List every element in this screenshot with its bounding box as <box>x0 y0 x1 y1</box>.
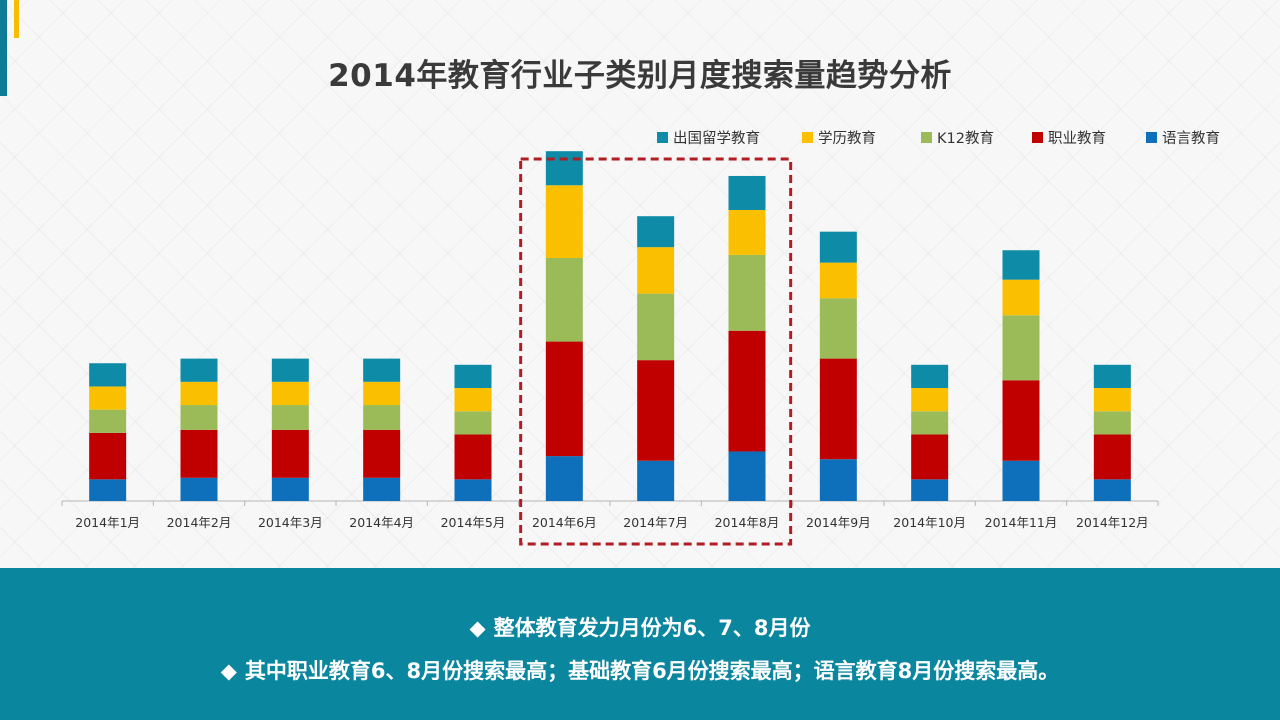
bar-segment <box>545 341 583 457</box>
bar-segment <box>1093 388 1131 412</box>
bar-segment <box>363 477 401 501</box>
bar-segment <box>1002 380 1040 461</box>
bar-segment <box>363 381 401 406</box>
bar-segment <box>363 429 401 478</box>
bar-segment <box>180 477 218 501</box>
bar-segment <box>728 254 766 331</box>
bar-segment <box>1093 364 1131 389</box>
bar-segment <box>180 381 218 406</box>
legend-swatch <box>657 132 668 143</box>
x-tick-label: 2014年1月 <box>75 515 140 530</box>
stacked-bar-chart: 2014年1月 2014年2月 2014年3月 2014年4月 2014年5月 2014年… <box>61 130 1220 546</box>
bar-segment <box>1002 279 1040 316</box>
x-tick-label: 2014年6月 <box>532 515 597 530</box>
bar-segment <box>1002 250 1040 280</box>
summary-note-2: ◆ 其中职业教育6、8月份搜索最高；基础教育6月份搜索最高；语言教育8月份搜索最高… <box>0 655 1280 685</box>
bar-segment <box>180 405 218 430</box>
bar-segment <box>271 381 309 406</box>
x-tick-label: 2014年4月 <box>349 515 414 530</box>
bar-segment <box>637 247 675 294</box>
legend-label: 语言教育 <box>1162 130 1220 147</box>
summary-text-2: 其中职业教育6、8月份搜索最高；基础教育6月份搜索最高；语言教育8月份搜索最高。 <box>244 659 1060 683</box>
bar-segment <box>819 298 857 359</box>
bar-segment <box>911 388 949 412</box>
bar-segment <box>1093 479 1131 501</box>
bar-segment <box>89 432 127 480</box>
yellow-accent-bar <box>14 0 19 38</box>
bar-segment <box>271 429 309 478</box>
bar-segment <box>819 358 857 460</box>
chart-title: 2014年教育行业子类别月度搜索量趋势分析 <box>328 58 952 94</box>
bar-segment <box>1093 434 1131 480</box>
diamond-bullet-icon: ◆ <box>469 616 486 640</box>
legend-label: K12教育 <box>937 130 994 147</box>
bar-segment <box>545 456 583 501</box>
bar-segment <box>1093 411 1131 435</box>
bar-segment <box>363 358 401 382</box>
bar-segment <box>637 293 675 361</box>
x-tick-label: 2014年10月 <box>893 515 966 530</box>
bar-segment <box>728 451 766 501</box>
bar-segment <box>637 460 675 501</box>
bar-segment <box>637 216 675 248</box>
legend-label: 出国留学教育 <box>673 130 760 147</box>
bar-segment <box>545 151 583 186</box>
bar-segment <box>819 231 857 263</box>
x-tick-label: 2014年2月 <box>167 515 232 530</box>
bar-segment <box>454 364 492 389</box>
x-tick-label: 2014年11月 <box>985 515 1058 530</box>
x-tick-label: 2014年9月 <box>806 515 871 530</box>
bar-segment <box>1002 460 1040 501</box>
left-accent-bar <box>0 0 7 96</box>
bar-segment <box>271 405 309 430</box>
bar-segment <box>454 434 492 480</box>
bar-segment <box>911 479 949 501</box>
bar-segment <box>911 364 949 389</box>
summary-text-1: 整体教育发力月份为6、7、8月份 <box>493 616 811 640</box>
bar-segment <box>89 386 127 410</box>
x-tick-label: 2014年3月 <box>258 515 323 530</box>
legend-swatch <box>1146 132 1157 143</box>
legend-swatch <box>1032 132 1043 143</box>
highlight-box <box>519 157 793 546</box>
legend-label: 职业教育 <box>1048 130 1106 147</box>
x-tick-label: 2014年7月 <box>623 515 688 530</box>
bar-segment <box>89 363 127 387</box>
bar-segment <box>911 434 949 480</box>
legend-swatch <box>802 132 813 143</box>
bar-segment <box>271 358 309 382</box>
x-tick-label: 2014年5月 <box>441 515 506 530</box>
bar-segment <box>1002 315 1040 381</box>
bar-segment <box>454 411 492 435</box>
bar-segment <box>89 409 127 433</box>
bar-segment <box>271 477 309 501</box>
bar-segment <box>819 459 857 501</box>
bar-segment <box>454 388 492 412</box>
bar-segment <box>819 262 857 299</box>
bar-segment <box>728 175 766 211</box>
bar-segment <box>180 429 218 478</box>
bar-segment <box>363 405 401 430</box>
bar-segment <box>728 330 766 452</box>
bar-segment <box>728 210 766 255</box>
bar-segment <box>545 257 583 342</box>
summary-band <box>0 568 1280 720</box>
bar-segment <box>545 185 583 258</box>
summary-note-1: ◆ 整体教育发力月份为6、7、8月份 <box>0 612 1280 642</box>
diamond-bullet-icon: ◆ <box>220 659 237 683</box>
legend-label: 学历教育 <box>818 130 876 147</box>
x-tick-label: 2014年8月 <box>715 515 780 530</box>
bar-segment <box>637 360 675 461</box>
bar-segment <box>911 411 949 435</box>
bar-segment <box>454 479 492 501</box>
x-tick-label: 2014年12月 <box>1076 515 1149 530</box>
legend-swatch <box>921 132 932 143</box>
bar-segment <box>89 479 127 501</box>
bar-segment <box>180 358 218 382</box>
